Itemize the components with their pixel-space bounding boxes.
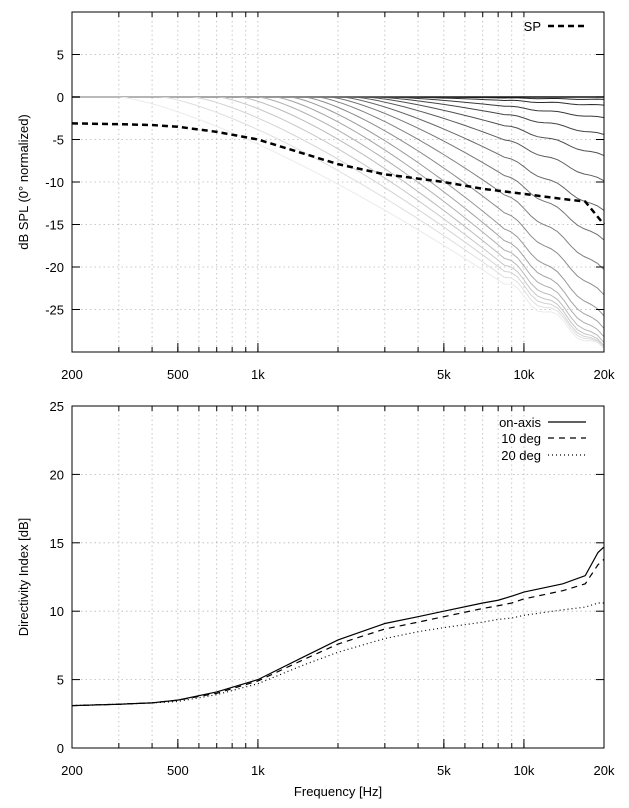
di-x-tick-label: 500 (167, 763, 189, 778)
spl-off-axis-curve (72, 96, 605, 329)
di-x-tick-label: 200 (61, 763, 83, 778)
di-legend-label-20-deg: 20 deg (501, 448, 541, 463)
spl-x-tick-label: 5k (437, 367, 451, 382)
di-x-tick-label: 1k (251, 763, 265, 778)
di-curve-10-deg (71, 558, 605, 707)
di-x-tick-label: 10k (513, 763, 534, 778)
spl-y-tick-label: -10 (45, 175, 64, 190)
spl-grid (72, 12, 604, 352)
spl-x-tick-label: 20k (594, 367, 615, 382)
spl-ticks (71, 12, 605, 352)
spl-x-tick-label: 1k (251, 367, 265, 382)
di-series (71, 546, 605, 707)
di-legend: on-axis 10 deg 20 deg (499, 415, 586, 463)
spl-y-tick-label: 0 (57, 90, 64, 105)
di-legend-label-10-deg: 10 deg (501, 431, 541, 446)
spl-x-tick-label: 10k (513, 367, 534, 382)
di-x-tick-label: 5k (437, 763, 451, 778)
di-x-tick-labels: 200 500 1k 5k 10k 20k (61, 763, 615, 778)
spl-chart: 200 500 1k 5k 10k 20k -25 -20 -15 -10 -5… (16, 11, 615, 382)
di-y-tick-label: 0 (57, 741, 64, 756)
di-y-tick-label: 10 (50, 604, 64, 619)
spl-y-tick-label: -5 (52, 133, 64, 148)
di-curve-on-axis (71, 546, 605, 707)
spl-y-tick-label: 5 (57, 48, 64, 63)
di-ticks (71, 405, 605, 749)
spl-series (71, 122, 605, 226)
di-chart: 200 500 1k 5k 10k 20k 0 5 10 15 20 25 Di… (16, 399, 615, 799)
spl-legend-label-sp: SP (524, 19, 541, 34)
spl-off-axis-curve (72, 96, 605, 349)
di-x-axis-title: Frequency [Hz] (294, 784, 382, 799)
di-y-tick-label: 5 (57, 673, 64, 688)
di-y-tick-labels: 0 5 10 15 20 25 (50, 399, 64, 756)
di-y-tick-label: 25 (50, 399, 64, 414)
spl-sp-curve (71, 122, 605, 226)
spl-legend: SP (524, 19, 586, 34)
spl-off-axis-curves (72, 96, 605, 349)
di-legend-label-on-axis: on-axis (499, 415, 541, 430)
spl-y-tick-labels: -25 -20 -15 -10 -5 0 5 (45, 48, 64, 318)
spl-y-tick-label: -25 (45, 303, 64, 318)
di-curve-20-deg (71, 602, 604, 707)
di-x-tick-label: 20k (594, 763, 615, 778)
di-y-axis-title: Directivity Index [dB] (16, 518, 31, 637)
spl-y-tick-label: -15 (45, 218, 64, 233)
spl-y-axis-title: dB SPL (0° normalized) (16, 114, 31, 250)
di-y-tick-label: 20 (50, 467, 64, 482)
spl-x-tick-label: 500 (167, 367, 189, 382)
spl-x-tick-labels: 200 500 1k 5k 10k 20k (61, 367, 615, 382)
di-y-tick-label: 15 (50, 536, 64, 551)
spl-y-tick-label: -20 (45, 260, 64, 275)
spl-x-tick-label: 200 (61, 367, 83, 382)
spl-off-axis-curve (72, 96, 605, 349)
spl-off-axis-curve (72, 96, 605, 157)
